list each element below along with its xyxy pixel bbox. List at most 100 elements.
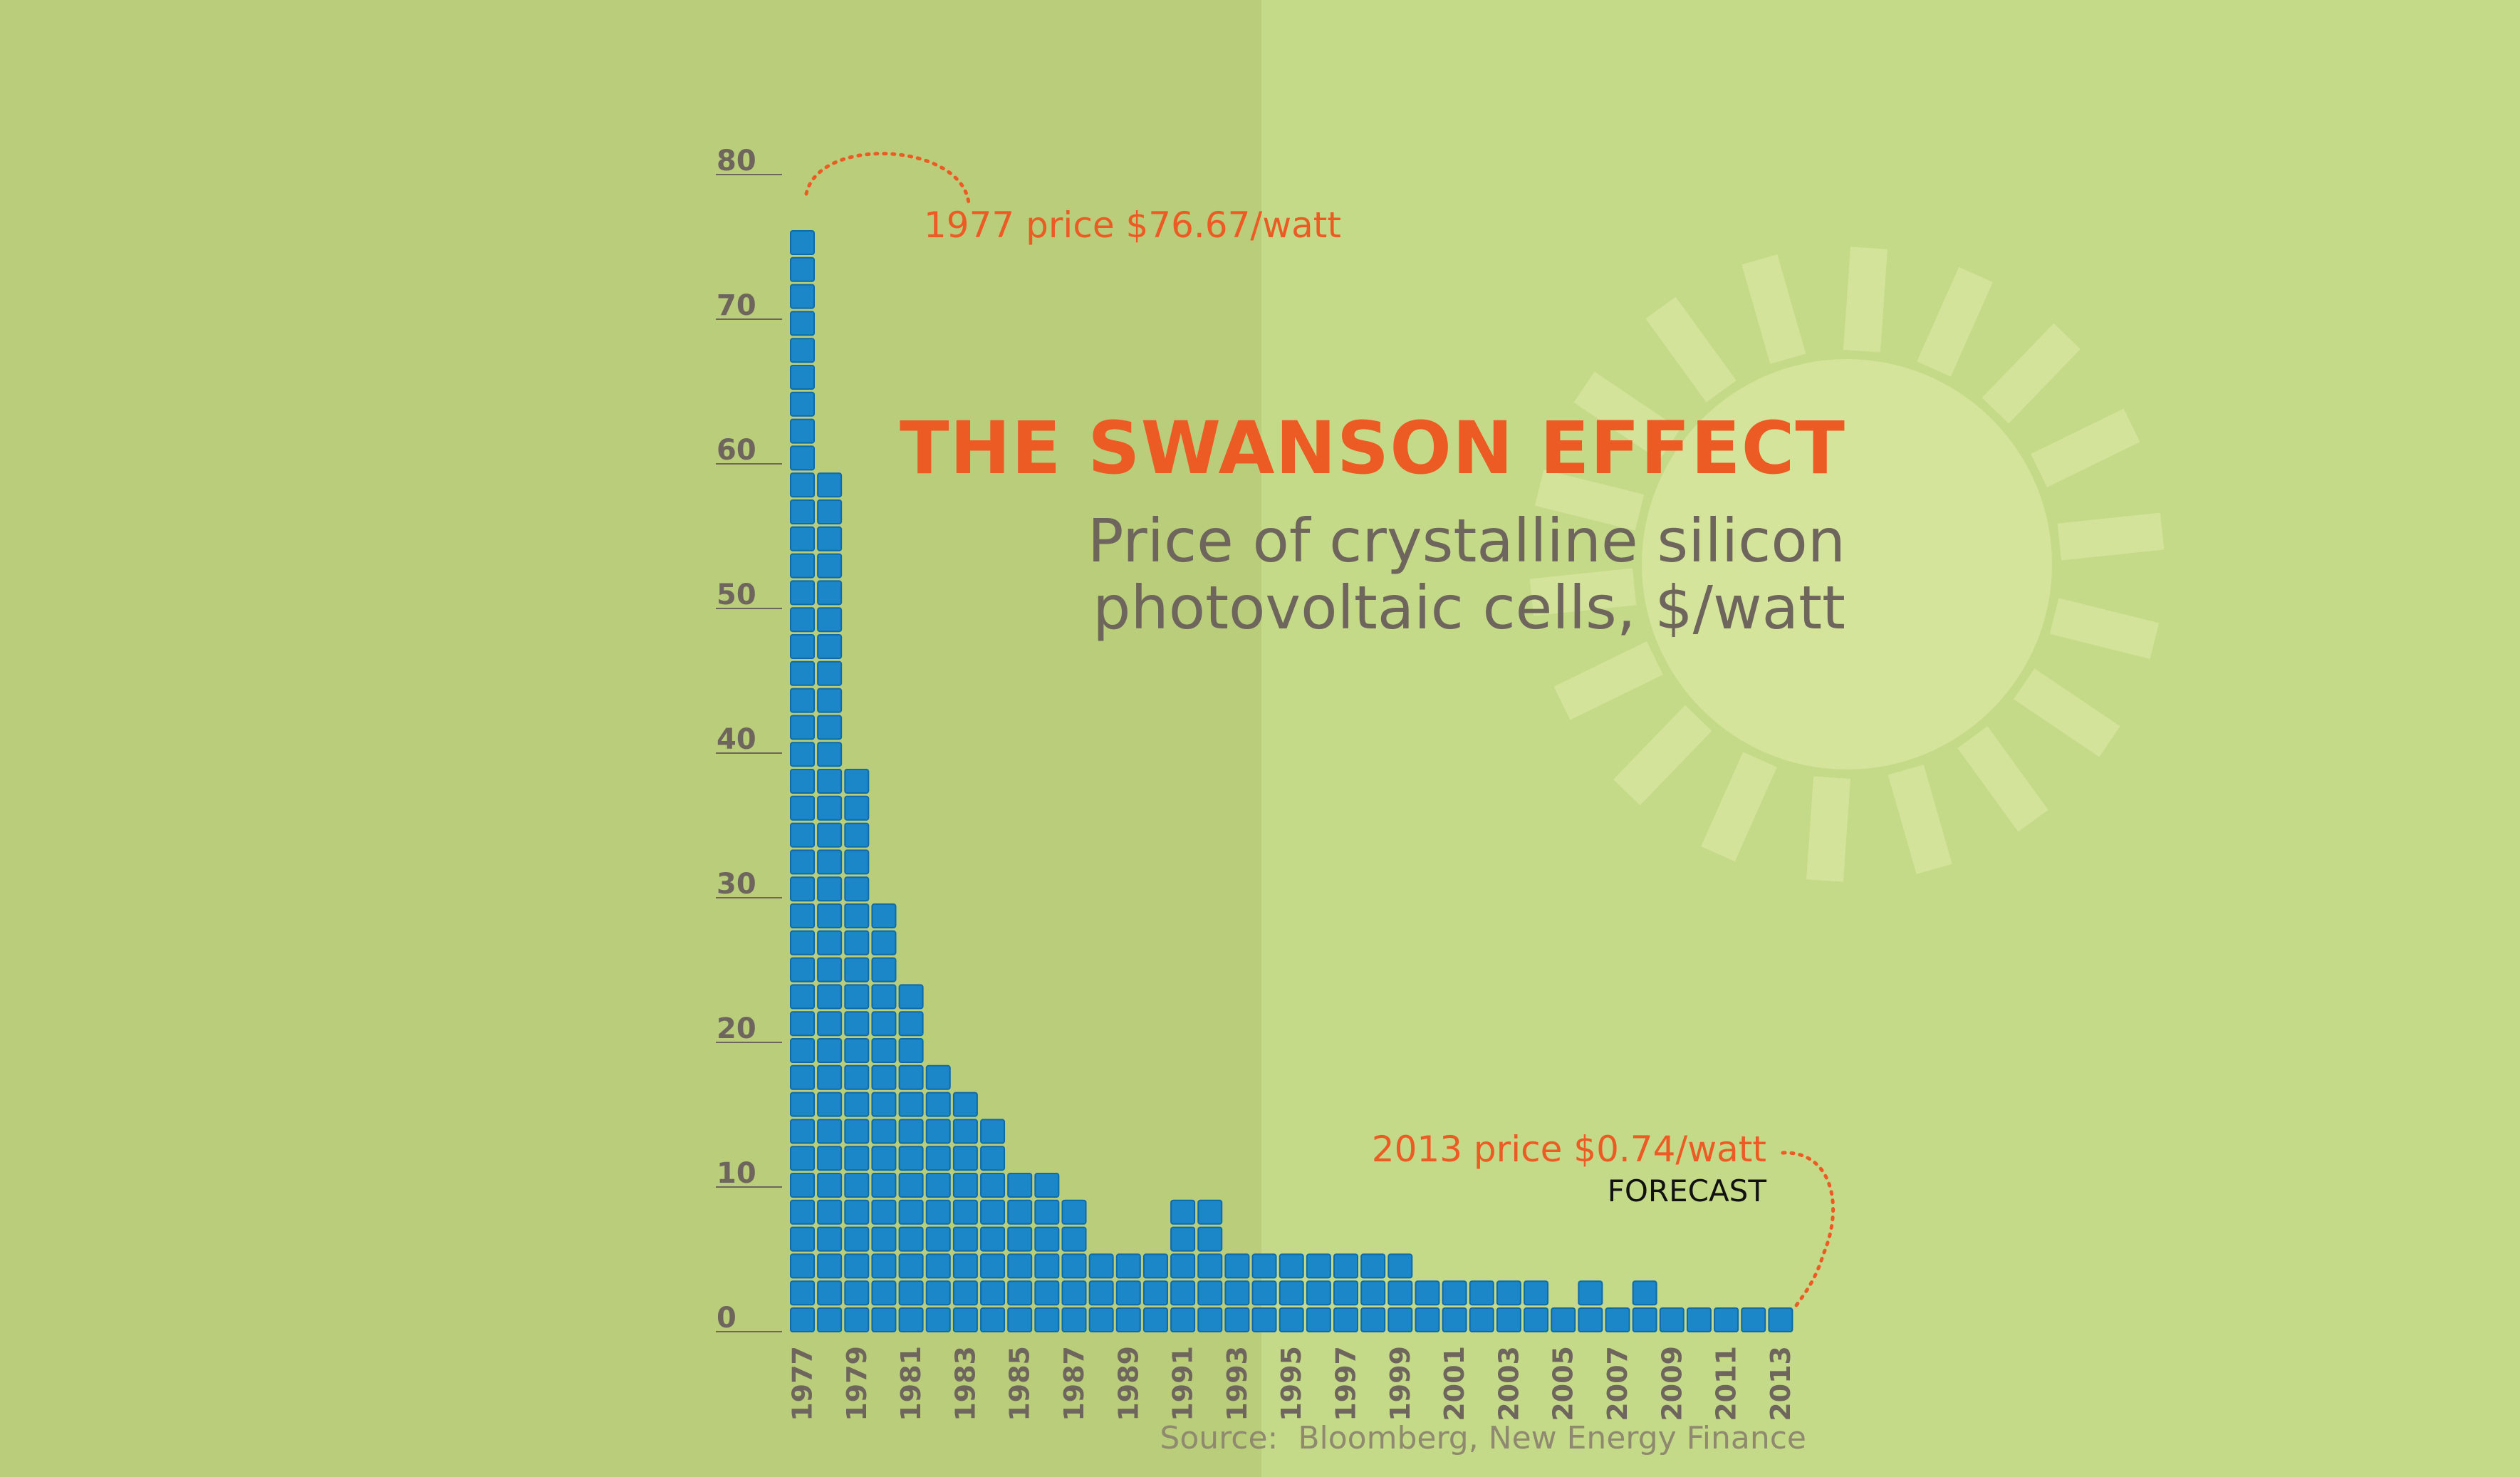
bar-cell bbox=[925, 1119, 951, 1144]
bar-cell bbox=[925, 1064, 951, 1090]
bar-cell bbox=[790, 256, 815, 282]
bar-cell bbox=[790, 742, 815, 767]
bar-cell bbox=[952, 1119, 978, 1144]
bar-cell bbox=[871, 1064, 897, 1090]
bar-cell bbox=[1306, 1280, 1331, 1306]
bar-cell bbox=[925, 1253, 951, 1279]
bar-cell bbox=[790, 391, 815, 417]
bar-cell bbox=[844, 1280, 870, 1306]
bar-cell bbox=[871, 957, 897, 983]
bar-cell bbox=[1387, 1253, 1413, 1279]
bar-1991 bbox=[1170, 1199, 1196, 1332]
bar-cell bbox=[1007, 1253, 1033, 1279]
bar-cell bbox=[1115, 1253, 1141, 1279]
bar-2002 bbox=[1469, 1280, 1494, 1332]
end-annotation-label: 2013 price $0.74/watt bbox=[1372, 1129, 1766, 1170]
sun-ray bbox=[1957, 726, 2048, 832]
bar-2001 bbox=[1442, 1280, 1467, 1332]
x-tick-label: 1985 bbox=[1004, 1346, 1036, 1421]
x-tick-label: 1989 bbox=[1113, 1346, 1144, 1421]
end-annotation-connector bbox=[1781, 1151, 1835, 1310]
bar-1998 bbox=[1360, 1253, 1386, 1332]
bar-cell bbox=[790, 311, 815, 336]
bar-cell bbox=[790, 876, 815, 902]
bar-cell bbox=[871, 1119, 897, 1144]
bar-cell bbox=[817, 849, 843, 875]
bar-cell bbox=[871, 1199, 897, 1225]
bar-cell bbox=[1442, 1280, 1467, 1306]
bar-1984 bbox=[980, 1119, 1006, 1332]
bar-cell bbox=[1469, 1280, 1494, 1306]
sun-disc bbox=[1642, 359, 2052, 769]
bar-cell bbox=[1007, 1173, 1033, 1198]
bar-cell bbox=[844, 1199, 870, 1225]
bar-cell bbox=[817, 499, 843, 524]
bar-cell bbox=[1142, 1280, 1168, 1306]
bar-cell bbox=[844, 1146, 870, 1171]
bar-cell bbox=[817, 957, 843, 983]
bar-cell bbox=[925, 1280, 951, 1306]
bar-cell bbox=[1170, 1307, 1196, 1332]
bar-1996 bbox=[1306, 1253, 1331, 1332]
bar-cell bbox=[980, 1119, 1006, 1144]
bar-cell bbox=[898, 1146, 924, 1171]
bar-cell bbox=[980, 1173, 1006, 1198]
x-tick-label: 1993 bbox=[1222, 1346, 1253, 1421]
bar-cell bbox=[817, 1064, 843, 1090]
bar-cell bbox=[925, 1092, 951, 1117]
bar-cell bbox=[1142, 1253, 1168, 1279]
bar-cell bbox=[871, 1173, 897, 1198]
bar-cell bbox=[844, 1307, 870, 1332]
bar-1982 bbox=[925, 1064, 951, 1332]
bar-2010 bbox=[1686, 1307, 1712, 1332]
bar-cell bbox=[790, 930, 815, 955]
chart-title: THE SWANSON EFFECT bbox=[899, 406, 1845, 491]
y-tick-label: 30 bbox=[717, 868, 756, 901]
bar-cell bbox=[844, 1226, 870, 1252]
bar-cell bbox=[1170, 1253, 1196, 1279]
bar-1997 bbox=[1333, 1253, 1358, 1332]
bar-cell bbox=[844, 1092, 870, 1117]
bar-cell bbox=[844, 903, 870, 928]
bar-1979 bbox=[844, 769, 870, 1332]
bar-cell bbox=[925, 1146, 951, 1171]
bar-cell bbox=[817, 984, 843, 1010]
bar-cell bbox=[871, 1011, 897, 1037]
bar-cell bbox=[952, 1280, 978, 1306]
bar-cell bbox=[1306, 1307, 1331, 1332]
bar-cell bbox=[871, 1038, 897, 1063]
bar-cell bbox=[1224, 1280, 1250, 1306]
bar-cell bbox=[790, 230, 815, 255]
bar-cell bbox=[1088, 1253, 1114, 1279]
bar-cell bbox=[925, 1307, 951, 1332]
bar-cell bbox=[1007, 1226, 1033, 1252]
forecast-label: FORECAST bbox=[1608, 1173, 1767, 1208]
bar-2004 bbox=[1524, 1280, 1549, 1332]
bar-cell bbox=[790, 1173, 815, 1198]
bar-cell bbox=[871, 1146, 897, 1171]
bar-cell bbox=[980, 1146, 1006, 1171]
bar-cell bbox=[898, 1119, 924, 1144]
sun-ray bbox=[1741, 254, 1806, 364]
bar-cell bbox=[898, 1307, 924, 1332]
bar-cell bbox=[1034, 1199, 1060, 1225]
bar-cell bbox=[790, 903, 815, 928]
bar-cell bbox=[1224, 1253, 1250, 1279]
bar-cell bbox=[817, 1092, 843, 1117]
bar-cell bbox=[1170, 1199, 1196, 1225]
bar-cell bbox=[790, 1038, 815, 1063]
sun-ray bbox=[1843, 247, 1888, 353]
bar-1999 bbox=[1387, 1253, 1413, 1332]
bar-cell bbox=[1415, 1307, 1440, 1332]
x-tick-label: 1991 bbox=[1167, 1346, 1199, 1421]
sun-ray bbox=[1613, 705, 1712, 806]
x-tick-label: 1983 bbox=[949, 1346, 981, 1421]
bar-cell bbox=[1714, 1307, 1739, 1332]
sun-ray bbox=[2049, 598, 2160, 659]
bar-1977 bbox=[790, 230, 815, 1332]
sun-ray bbox=[2014, 668, 2120, 757]
bar-cell bbox=[817, 634, 843, 659]
bar-1987 bbox=[1061, 1199, 1087, 1332]
y-tick-label: 70 bbox=[717, 289, 756, 322]
